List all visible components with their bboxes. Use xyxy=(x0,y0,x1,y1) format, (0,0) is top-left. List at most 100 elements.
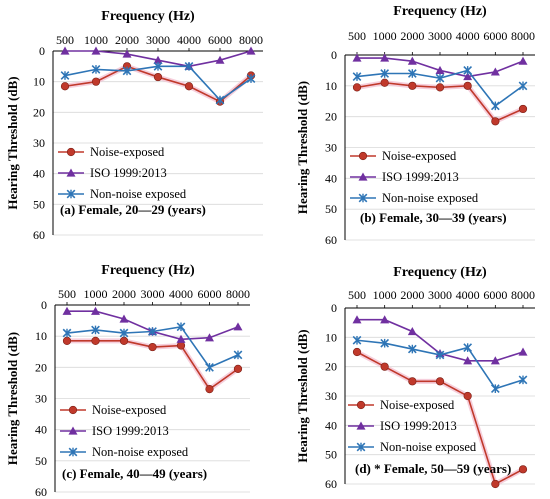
x-tick-label: 4000 xyxy=(456,29,480,43)
data-point xyxy=(153,61,163,71)
data-point xyxy=(119,328,129,338)
y-tick-label: 10 xyxy=(325,330,337,344)
data-point xyxy=(463,66,473,75)
chart-panel-d: 0 10 20 30 40 50 60 500 1000 2000 3000 4000 6000 8000… xyxy=(295,265,535,491)
chart-title: Frequency (Hz) xyxy=(101,9,195,24)
legend-marker xyxy=(68,426,78,435)
data-point xyxy=(352,53,362,62)
data-point xyxy=(153,55,163,64)
data-point xyxy=(435,83,445,92)
data-point xyxy=(91,336,100,345)
data-point xyxy=(435,350,445,360)
data-point xyxy=(205,333,214,342)
data-point xyxy=(490,384,500,394)
data-point xyxy=(407,344,417,354)
data-point xyxy=(119,314,129,323)
legend-label: Noise-exposed xyxy=(92,403,167,417)
legend-label: ISO 1999:2013 xyxy=(380,419,457,433)
y-tick-label: 40 xyxy=(33,167,45,181)
data-point xyxy=(352,315,362,324)
x-tick-label: 500 xyxy=(58,287,76,301)
data-point xyxy=(380,78,389,87)
data-point xyxy=(148,342,157,352)
y-axis-label: Hearing Threshold (dB) xyxy=(295,329,310,462)
data-point xyxy=(91,306,100,315)
data-point xyxy=(352,347,362,357)
x-tick-label: 1000 xyxy=(84,287,108,301)
x-tick-label: 8000 xyxy=(226,287,250,301)
x-tick-label: 500 xyxy=(56,33,74,47)
data-point xyxy=(490,101,500,111)
data-point xyxy=(119,336,129,345)
data-point xyxy=(435,377,445,386)
data-point xyxy=(491,117,500,126)
data-point xyxy=(407,56,417,65)
legend-label: Non-noise exposed xyxy=(380,440,477,454)
x-tick-label: 1000 xyxy=(84,33,108,47)
x-tick-label: 8000 xyxy=(511,288,535,302)
data-point xyxy=(380,338,390,348)
y-tick-label: 50 xyxy=(33,197,45,211)
data-point xyxy=(205,362,214,372)
data-point xyxy=(246,74,256,83)
chart-panel-b: 0 10 20 30 40 50 60 500 1000 2000 3000 4000 6000 8000… xyxy=(295,4,535,247)
panel-caption: (d) * Female, 50—59 (years) xyxy=(355,461,511,476)
data-point xyxy=(176,322,186,332)
data-point xyxy=(380,362,389,371)
y-tick-label: 60 xyxy=(35,485,47,499)
data-point xyxy=(463,72,473,81)
data-point xyxy=(233,350,243,360)
data-point xyxy=(91,77,101,86)
x-tick-label: 3000 xyxy=(141,287,165,301)
data-point xyxy=(463,356,473,365)
chart-title: Frequency (Hz) xyxy=(393,265,487,280)
y-tick-label: 50 xyxy=(325,202,337,216)
data-point xyxy=(62,306,72,315)
data-point xyxy=(233,322,243,331)
y-tick-label: 60 xyxy=(325,233,337,247)
x-tick-label: 1000 xyxy=(373,288,397,302)
legend-marker xyxy=(66,189,76,199)
data-point xyxy=(91,325,100,335)
x-tick-label: 6000 xyxy=(483,29,507,43)
x-tick-label: 4000 xyxy=(456,288,480,302)
data-point xyxy=(408,81,417,90)
panel-caption: (b) Female, 30—39 (years) xyxy=(360,210,507,225)
data-point xyxy=(380,69,390,78)
data-point xyxy=(380,315,390,324)
data-point xyxy=(184,82,194,91)
y-tick-label: 20 xyxy=(325,110,337,124)
y-tick-label: 50 xyxy=(35,454,47,468)
legend-label: Non-noise exposed xyxy=(90,187,187,201)
y-tick-label: 40 xyxy=(325,418,337,432)
legend-label: Non-noise exposed xyxy=(92,445,189,459)
data-point xyxy=(60,46,70,55)
y-axis-label: Hearing Threshold (dB) xyxy=(295,81,310,214)
y-tick-label: 0 xyxy=(331,48,337,62)
y-tick-label: 50 xyxy=(325,448,337,462)
x-tick-label: 6000 xyxy=(208,33,232,47)
x-tick-label: 3000 xyxy=(428,29,452,43)
data-point xyxy=(407,69,417,78)
chart-panel-a: 0 10 20 30 40 50 60 500 1000 2000 3000 4000 6000 8000… xyxy=(5,9,263,242)
data-point xyxy=(215,55,225,64)
data-point xyxy=(60,71,70,80)
y-tick-label: 10 xyxy=(33,75,45,89)
data-point xyxy=(491,479,500,489)
y-tick-label: 30 xyxy=(325,141,337,155)
y-tick-label: 20 xyxy=(325,360,337,374)
data-point xyxy=(518,465,528,474)
x-tick-label: 1000 xyxy=(373,29,397,43)
data-point xyxy=(176,334,186,343)
legend-marker xyxy=(356,400,366,410)
y-tick-label: 40 xyxy=(325,171,337,185)
x-tick-label: 500 xyxy=(348,288,366,302)
legend-marker xyxy=(358,172,368,181)
data-point xyxy=(122,49,132,58)
y-axis-label: Hearing Threshold (dB) xyxy=(5,332,20,465)
chart-panel-c: 0 10 20 30 40 50 60 500 1000 2000 3000 4000 6000 8000… xyxy=(5,263,250,499)
legend-marker xyxy=(66,147,76,157)
panel-caption: (a) Female, 20—29 (years) xyxy=(60,202,206,217)
data-point xyxy=(215,95,225,105)
data-point xyxy=(148,327,157,336)
